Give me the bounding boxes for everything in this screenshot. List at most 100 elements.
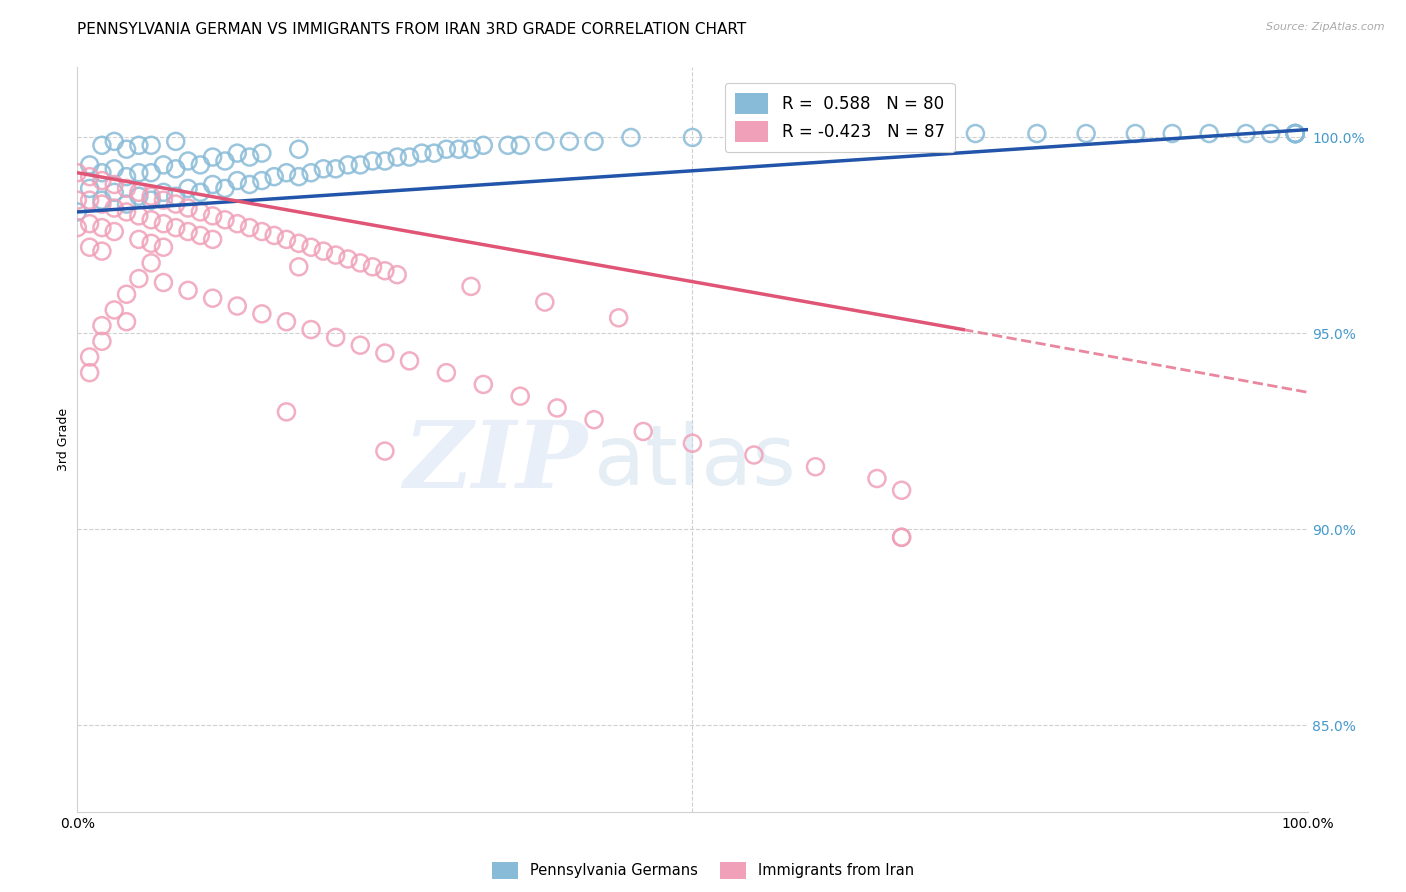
Point — [915, 127, 938, 141]
Point — [103, 186, 125, 200]
Point — [866, 471, 889, 485]
Text: Source: ZipAtlas.com: Source: ZipAtlas.com — [1267, 22, 1385, 32]
Point — [312, 244, 335, 259]
Point — [263, 169, 285, 184]
Point — [1284, 127, 1306, 141]
Point — [66, 220, 89, 235]
Legend: R =  0.588   N = 80, R = -0.423   N = 87: R = 0.588 N = 80, R = -0.423 N = 87 — [725, 83, 955, 153]
Point — [128, 232, 150, 246]
Point — [226, 299, 249, 313]
Point — [374, 153, 396, 168]
Point — [411, 146, 433, 161]
Point — [804, 459, 827, 474]
Point — [239, 178, 262, 192]
Point — [201, 150, 224, 164]
Point — [263, 228, 285, 243]
Point — [742, 448, 765, 462]
Point — [103, 302, 125, 317]
Point — [250, 307, 273, 321]
Text: atlas: atlas — [595, 421, 796, 502]
Point — [214, 181, 236, 195]
Point — [1260, 127, 1282, 141]
Point — [90, 244, 114, 259]
Point — [79, 240, 101, 254]
Point — [115, 205, 138, 219]
Point — [90, 138, 114, 153]
Point — [387, 268, 409, 282]
Point — [374, 264, 396, 278]
Point — [90, 173, 114, 187]
Text: PENNSYLVANIA GERMAN VS IMMIGRANTS FROM IRAN 3RD GRADE CORRELATION CHART: PENNSYLVANIA GERMAN VS IMMIGRANTS FROM I… — [77, 22, 747, 37]
Point — [472, 138, 495, 153]
Point — [103, 178, 125, 192]
Point — [79, 350, 101, 364]
Point — [103, 201, 125, 215]
Point — [177, 201, 200, 215]
Point — [276, 405, 298, 419]
Point — [374, 444, 396, 458]
Point — [682, 130, 704, 145]
Point — [141, 189, 163, 203]
Point — [152, 276, 174, 290]
Point — [633, 425, 655, 439]
Y-axis label: 3rd Grade: 3rd Grade — [58, 408, 70, 471]
Point — [423, 146, 446, 161]
Point — [374, 346, 396, 360]
Point — [226, 146, 249, 161]
Point — [1284, 127, 1306, 141]
Point — [620, 130, 643, 145]
Point — [141, 138, 163, 153]
Point — [201, 291, 224, 305]
Point — [288, 260, 311, 274]
Point — [79, 158, 101, 172]
Point — [387, 150, 409, 164]
Point — [177, 153, 200, 168]
Point — [890, 530, 912, 544]
Point — [128, 166, 150, 180]
Point — [965, 127, 987, 141]
Point — [226, 217, 249, 231]
Point — [288, 169, 311, 184]
Point — [115, 169, 138, 184]
Text: ZIP: ZIP — [404, 417, 588, 507]
Point — [509, 138, 531, 153]
Point — [250, 225, 273, 239]
Point — [165, 161, 187, 176]
Point — [398, 150, 420, 164]
Point — [299, 166, 322, 180]
Point — [239, 220, 262, 235]
Point — [90, 220, 114, 235]
Point — [583, 135, 606, 149]
Point — [128, 189, 150, 203]
Point — [337, 158, 360, 172]
Point — [165, 135, 187, 149]
Point — [214, 212, 236, 227]
Point — [190, 205, 212, 219]
Point — [152, 193, 174, 207]
Point — [66, 205, 89, 219]
Point — [90, 166, 114, 180]
Point — [165, 197, 187, 211]
Point — [190, 228, 212, 243]
Point — [165, 220, 187, 235]
Point — [201, 178, 224, 192]
Point — [250, 146, 273, 161]
Point — [337, 252, 360, 266]
Point — [1026, 127, 1049, 141]
Point — [312, 161, 335, 176]
Point — [890, 483, 912, 498]
Point — [115, 287, 138, 301]
Point — [90, 334, 114, 349]
Point — [472, 377, 495, 392]
Point — [1284, 127, 1306, 141]
Point — [607, 310, 630, 325]
Point — [496, 138, 519, 153]
Point — [141, 256, 163, 270]
Point — [165, 189, 187, 203]
Point — [177, 284, 200, 298]
Point — [509, 389, 531, 403]
Point — [115, 315, 138, 329]
Point — [349, 256, 371, 270]
Point — [90, 193, 114, 207]
Point — [288, 142, 311, 156]
